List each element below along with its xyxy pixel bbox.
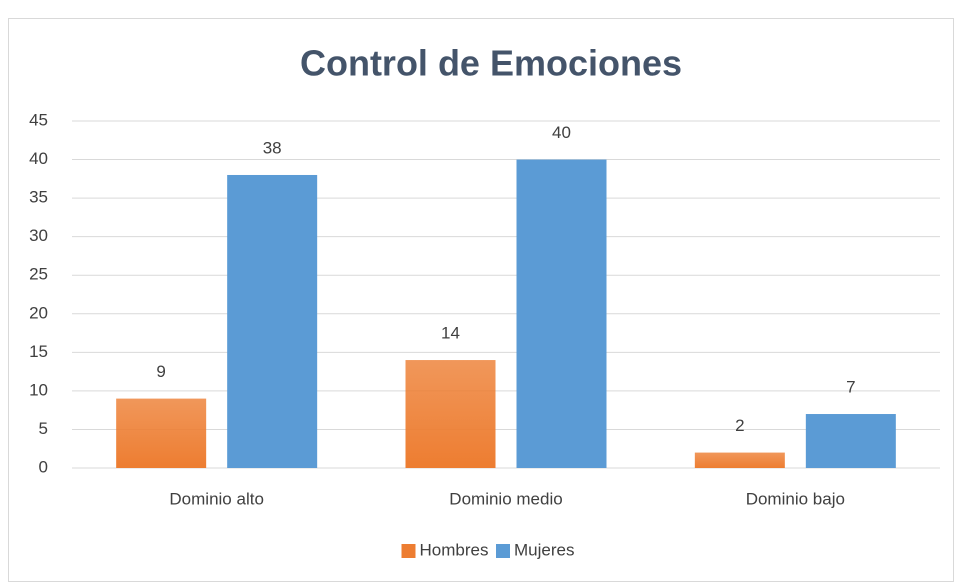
data-label: 40 <box>552 123 571 142</box>
y-tick-label: 10 <box>29 380 48 399</box>
y-tick-label: 20 <box>29 303 48 322</box>
x-tick-label: Dominio alto <box>169 489 264 508</box>
bar <box>516 159 607 469</box>
bar <box>405 360 496 468</box>
data-label: 38 <box>263 138 282 157</box>
bar <box>694 452 785 468</box>
y-tick-label: 15 <box>29 342 48 361</box>
y-tick-label: 0 <box>39 457 48 476</box>
x-tick-label: Dominio bajo <box>746 489 845 508</box>
legend-label: Hombres <box>420 540 489 559</box>
data-label: 2 <box>735 416 744 435</box>
legend-swatch <box>496 544 510 558</box>
y-tick-label: 40 <box>29 149 48 168</box>
data-label: 14 <box>441 324 460 343</box>
y-tick-label: 25 <box>29 265 48 284</box>
legend-label: Mujeres <box>514 540 574 559</box>
y-tick-label: 5 <box>39 419 48 438</box>
data-label: 9 <box>156 362 165 381</box>
bar <box>116 398 207 468</box>
bar <box>227 174 318 468</box>
chart-border <box>8 18 954 582</box>
data-label: 7 <box>846 378 855 397</box>
chart-title: Control de Emociones <box>300 43 682 84</box>
x-tick-label: Dominio medio <box>449 489 562 508</box>
y-tick-label: 35 <box>29 188 48 207</box>
y-tick-label: 45 <box>29 110 48 129</box>
y-tick-label: 30 <box>29 226 48 245</box>
bar <box>805 414 896 468</box>
legend-swatch <box>401 544 416 558</box>
